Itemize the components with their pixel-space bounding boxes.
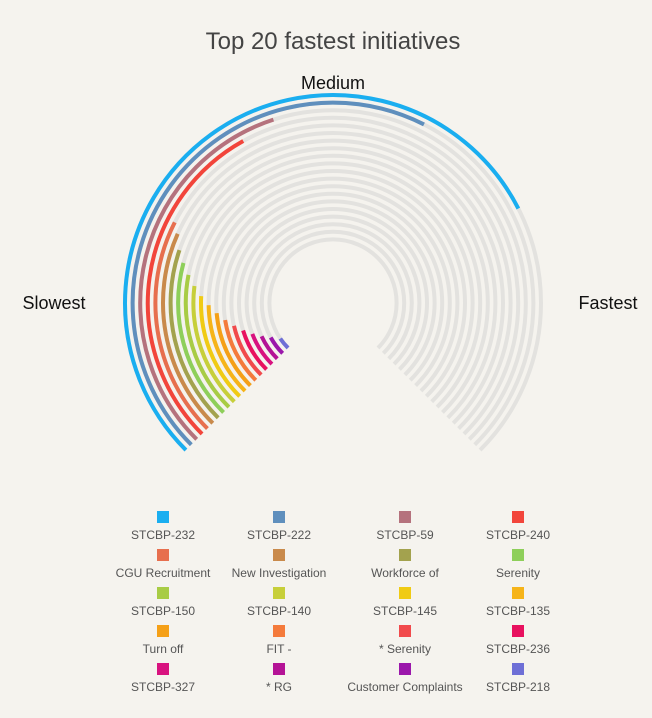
legend-item[interactable]: STCBP-140	[247, 587, 311, 618]
legend: STCBP-232 STCBP-222 STCBP-59 STCBP-240 CGU R…	[116, 511, 550, 694]
legend-label: * Serenity	[379, 642, 431, 656]
legend-label: STCBP-140	[247, 604, 311, 618]
legend-item[interactable]: STCBP-145	[373, 587, 437, 618]
legend-label: Workforce of	[371, 566, 439, 580]
legend-label: STCBP-327	[131, 680, 195, 694]
legend-label: STCBP-59	[376, 528, 434, 542]
legend-label: CGU Recruitment	[116, 566, 211, 580]
legend-swatch	[399, 625, 411, 637]
legend-item[interactable]: STCBP-327	[131, 663, 195, 694]
chart-title: Top 20 fastest initiatives	[206, 28, 461, 55]
bar-fit[interactable]	[223, 319, 258, 382]
bar-workforce-of[interactable]	[168, 249, 220, 420]
track-arc	[221, 191, 445, 382]
legend-item[interactable]: STCBP-232	[131, 511, 195, 542]
legend-label: FIT -	[266, 642, 291, 656]
track-arc	[237, 207, 429, 371]
legend-swatch	[273, 587, 285, 599]
bar-stcbp-236[interactable]	[241, 329, 268, 371]
legend-item[interactable]: STCBP-222	[247, 511, 311, 542]
bar-serenity[interactable]	[176, 262, 225, 414]
legend-swatch	[157, 625, 169, 637]
legend-label: STCBP-145	[373, 604, 437, 618]
bar-stcbp-145[interactable]	[199, 295, 242, 398]
bar-stcbp-240[interactable]	[145, 139, 245, 436]
legend-item[interactable]: STCBP-240	[486, 511, 550, 542]
legend-swatch	[157, 511, 169, 523]
arc-group	[123, 93, 543, 452]
track-arc	[252, 222, 414, 361]
bar-new-investigation[interactable]	[161, 233, 215, 425]
legend-swatch	[273, 625, 285, 637]
track-arc	[244, 214, 422, 366]
legend-swatch	[399, 511, 411, 523]
bar-cgu-recruitment[interactable]	[153, 221, 209, 430]
legend-swatch	[512, 549, 524, 561]
legend-item[interactable]: STCBP-59	[376, 511, 434, 542]
legend-item[interactable]: STCBP-150	[131, 587, 195, 618]
label-medium: Medium	[301, 73, 365, 93]
legend-item[interactable]: Customer Complaints	[347, 663, 463, 694]
legend-label: Serenity	[496, 566, 540, 580]
legend-swatch	[157, 549, 169, 561]
legend-swatch	[512, 663, 524, 675]
legend-item[interactable]: * Serenity	[379, 625, 431, 656]
bar-rg[interactable]	[259, 335, 279, 361]
legend-label: * RG	[266, 680, 292, 694]
legend-item[interactable]: STCBP-135	[486, 587, 550, 618]
legend-item[interactable]: New Investigation	[232, 549, 327, 580]
legend-swatch	[157, 587, 169, 599]
legend-label: Turn off	[143, 642, 184, 656]
legend-label: Customer Complaints	[347, 680, 462, 694]
legend-item[interactable]: Turn off	[143, 625, 184, 656]
bar-stcbp-218[interactable]	[278, 337, 290, 350]
legend-label: STCBP-222	[247, 528, 311, 542]
legend-item[interactable]: STCBP-236	[486, 625, 550, 656]
legend-swatch	[512, 625, 524, 637]
legend-item[interactable]: FIT -	[266, 625, 292, 656]
legend-label: STCBP-232	[131, 528, 195, 542]
bar-stcbp-327[interactable]	[250, 333, 274, 366]
legend-swatch	[512, 511, 524, 523]
bar-customer-complaints[interactable]	[268, 336, 285, 355]
label-fastest: Fastest	[578, 293, 637, 313]
legend-label: STCBP-240	[486, 528, 550, 542]
legend-item[interactable]: STCBP-218	[486, 663, 550, 694]
legend-swatch	[399, 587, 411, 599]
track-arc	[229, 199, 437, 377]
track-arc	[214, 184, 452, 388]
legend-item[interactable]: CGU Recruitment	[116, 549, 211, 580]
legend-swatch	[399, 549, 411, 561]
legend-label: STCBP-135	[486, 604, 550, 618]
legend-label: STCBP-150	[131, 604, 195, 618]
legend-swatch	[273, 549, 285, 561]
bar-stcbp-222[interactable]	[130, 100, 425, 447]
legend-item[interactable]: Workforce of	[371, 549, 440, 580]
bar-stcbp-140[interactable]	[191, 285, 236, 404]
legend-label: STCBP-236	[486, 642, 550, 656]
bar-stcbp-135[interactable]	[206, 305, 247, 393]
bar-stcbp-150[interactable]	[183, 274, 231, 409]
legend-swatch	[273, 663, 285, 675]
legend-swatch	[157, 663, 169, 675]
legend-item[interactable]: Serenity	[496, 549, 540, 580]
track-arc	[267, 237, 399, 350]
legend-swatch	[512, 587, 524, 599]
legend-swatch	[399, 663, 411, 675]
legend-label: New Investigation	[232, 566, 327, 580]
legend-item[interactable]: * RG	[266, 663, 292, 694]
label-slowest: Slowest	[22, 293, 85, 313]
bar-turn-off[interactable]	[214, 313, 252, 388]
bar-stcbp-59[interactable]	[138, 117, 275, 441]
track-arc	[259, 229, 407, 355]
bar-serenity[interactable]	[232, 325, 263, 377]
bar-stcbp-232[interactable]	[123, 93, 521, 452]
legend-swatch	[273, 511, 285, 523]
legend-label: STCBP-218	[486, 680, 550, 694]
